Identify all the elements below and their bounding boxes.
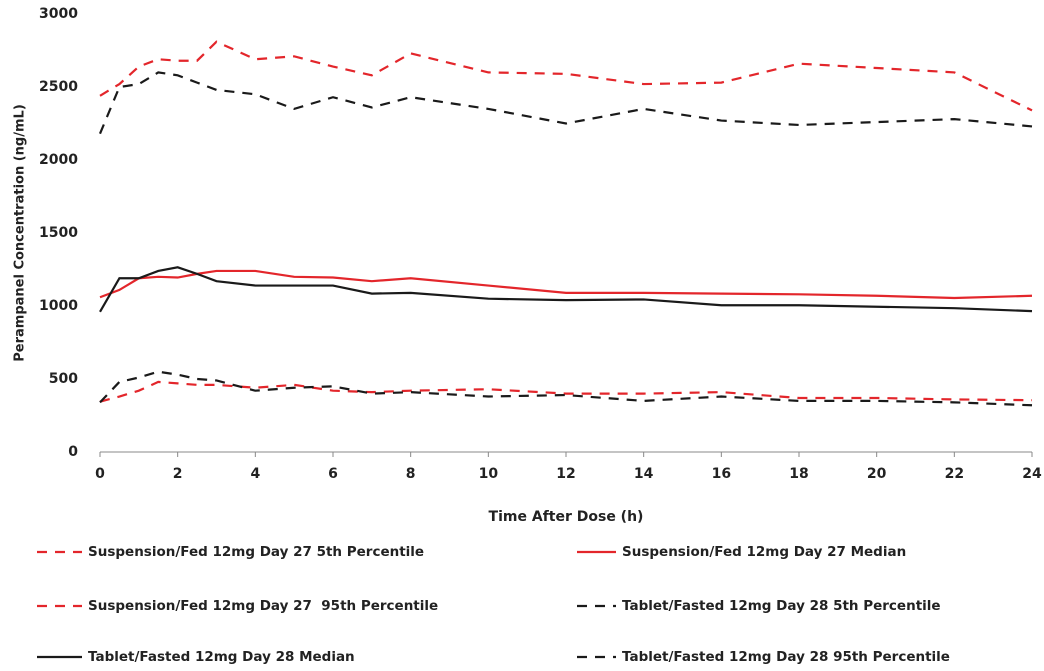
- series-line: [99, 269, 1033, 300]
- series-line: [99, 380, 1033, 403]
- y-tick-label: 500: [49, 371, 78, 387]
- x-tick-label: 6: [328, 466, 338, 482]
- x-tick-label: 10: [479, 466, 499, 482]
- x-tick-label: 14: [634, 466, 654, 482]
- series-line: [99, 40, 1033, 112]
- y-tick-label: 1500: [39, 225, 78, 241]
- x-tick-label: 18: [789, 466, 808, 482]
- legend-label: Tablet/Fasted 12mg Day 28 95th Percentil…: [622, 649, 950, 665]
- x-tick-label: 4: [250, 466, 260, 482]
- x-tick-label: 2: [173, 466, 183, 482]
- x-tick-label: 16: [712, 466, 731, 482]
- x-tick-label: 20: [867, 466, 887, 482]
- x-axis-label: Time After Dose (h): [489, 509, 644, 525]
- legend-label: Suspension/Fed 12mg Day 27 95th Percenti…: [88, 598, 438, 614]
- series-line: [99, 266, 1033, 313]
- x-tick-label: 24: [1022, 466, 1042, 482]
- x-tick-label: 8: [406, 466, 416, 482]
- y-axis-label: Perampanel Concentration (ng/mL): [13, 104, 28, 362]
- legend-label: Suspension/Fed 12mg Day 27 Median: [622, 544, 906, 560]
- x-tick-label: 0: [95, 466, 105, 482]
- y-tick-label: 2500: [39, 79, 78, 95]
- legend-label: Tablet/Fasted 12mg Day 28 5th Percentile: [622, 598, 941, 614]
- y-tick-label: 2000: [39, 152, 78, 168]
- legend-label: Tablet/Fasted 12mg Day 28 Median: [88, 649, 355, 665]
- y-tick-label: 3000: [39, 6, 78, 22]
- legend-label: Suspension/Fed 12mg Day 27 5th Percentil…: [88, 544, 424, 560]
- x-tick-label: 22: [945, 466, 964, 482]
- x-tick-label: 12: [556, 466, 575, 482]
- series-line: [99, 370, 1033, 407]
- y-tick-label: 0: [68, 444, 78, 460]
- series-line: [98, 71, 1033, 135]
- y-tick-label: 1000: [39, 298, 78, 314]
